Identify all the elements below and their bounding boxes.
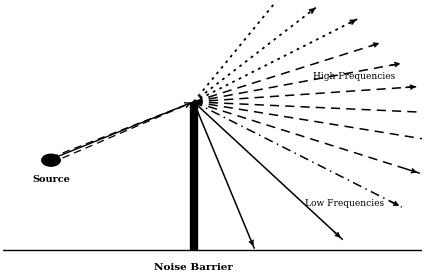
Text: High Frequencies: High Frequencies (313, 71, 395, 81)
Text: Source: Source (32, 175, 70, 184)
Text: Low Frequencies: Low Frequencies (305, 199, 384, 208)
Circle shape (42, 154, 60, 166)
Text: Noise Barrier: Noise Barrier (154, 263, 233, 271)
